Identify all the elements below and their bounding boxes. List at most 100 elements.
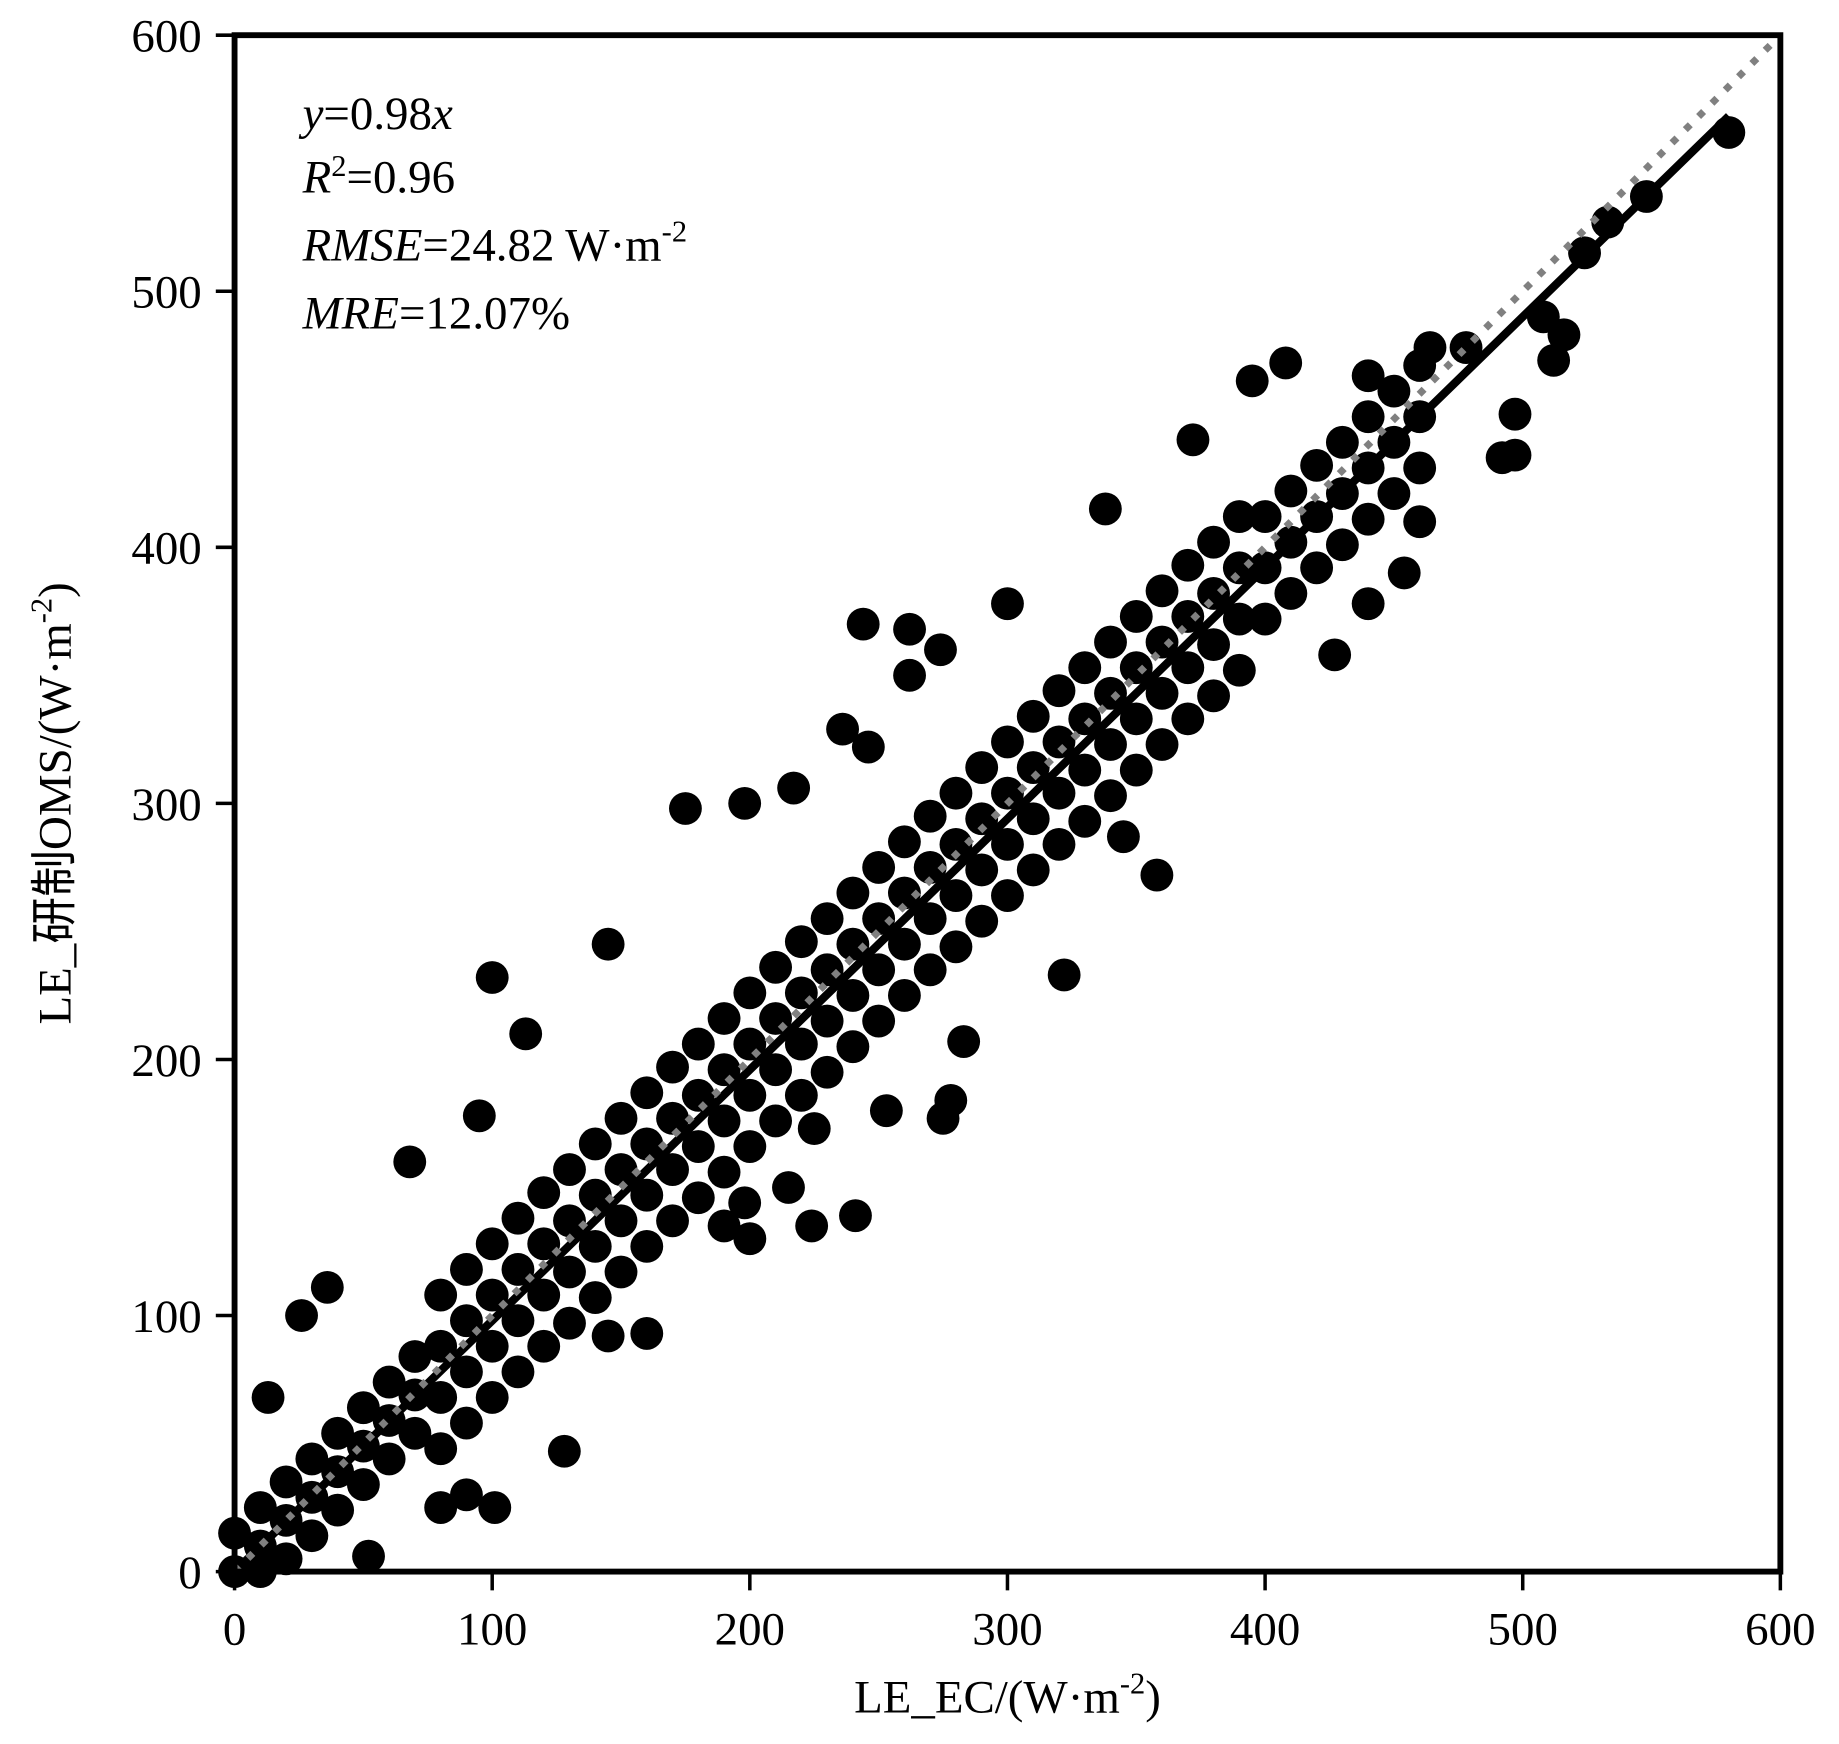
data-point (947, 1025, 981, 1058)
data-point (797, 1112, 831, 1146)
data-point (759, 950, 793, 984)
data-point (450, 1406, 483, 1440)
data-point (424, 1491, 458, 1524)
data-point (509, 1017, 543, 1051)
data-point (728, 786, 762, 820)
data-point (1300, 551, 1334, 585)
data-point (1176, 423, 1210, 457)
data-point (1016, 751, 1050, 784)
data-point (1042, 776, 1076, 810)
data-point (939, 827, 973, 861)
data-point (991, 879, 1024, 912)
data-point (656, 1050, 689, 1084)
x-tick-label: 100 (457, 1603, 527, 1655)
data-point (1248, 500, 1282, 534)
data-point (991, 587, 1024, 621)
data-point (243, 1491, 277, 1524)
data-point (1145, 676, 1179, 710)
data-point (1042, 674, 1076, 708)
data-point (1325, 425, 1359, 459)
data-point (656, 1153, 689, 1186)
data-point (965, 904, 999, 938)
data-point (1248, 602, 1282, 636)
data-point (630, 1178, 664, 1212)
data-point (475, 1381, 509, 1414)
x-tick-label: 0 (223, 1603, 246, 1655)
data-point (733, 976, 767, 1010)
one-to-one-reference-line (232, 32, 1783, 1575)
data-point (450, 1355, 483, 1389)
data-point (913, 850, 947, 884)
data-point (810, 1004, 844, 1038)
data-point (862, 953, 896, 987)
data-point (991, 725, 1024, 759)
data-point (475, 1329, 509, 1363)
data-point (1119, 651, 1153, 685)
data-point (733, 1130, 767, 1163)
regression-line (231, 113, 1732, 1575)
data-point (991, 776, 1024, 810)
y-axis-label: LE_研制OMS/(W·m-2) (25, 582, 82, 1024)
x-axis-label: LE_EC/(W·m-2) (854, 1667, 1161, 1724)
data-point (478, 1491, 512, 1524)
data-point (893, 658, 926, 692)
data-point (269, 1465, 303, 1499)
data-point (578, 1127, 612, 1161)
data-point (887, 927, 921, 961)
data-point (913, 799, 947, 833)
data-point (1088, 492, 1122, 526)
data-point (836, 876, 870, 910)
data-point (1119, 702, 1153, 736)
data-point (681, 1181, 715, 1215)
data-point (251, 1381, 285, 1414)
data-point (553, 1204, 586, 1238)
data-point (1068, 651, 1102, 685)
data-point (656, 1101, 689, 1135)
data-point (295, 1519, 329, 1553)
data-point (991, 827, 1024, 861)
data-point (1377, 477, 1411, 510)
data-point (310, 1270, 344, 1304)
data-point (1222, 551, 1256, 585)
data-point (784, 1027, 818, 1061)
data-point (527, 1278, 561, 1312)
x-tick-label: 500 (1488, 1603, 1558, 1655)
data-point (1171, 702, 1205, 736)
data-point (965, 853, 999, 887)
data-point (887, 876, 921, 910)
data-point (1351, 400, 1385, 434)
y-tick-label: 100 (131, 1291, 201, 1343)
data-point (1140, 858, 1174, 892)
data-point (1537, 343, 1571, 377)
data-point (1235, 364, 1269, 398)
data-point (1197, 576, 1230, 610)
data-point (1351, 587, 1385, 621)
data-point (681, 1078, 715, 1112)
data-point (681, 1130, 715, 1163)
data-point (501, 1355, 535, 1389)
data-point (939, 930, 973, 964)
data-point (965, 802, 999, 836)
data-point (1300, 448, 1334, 482)
data-point (1377, 374, 1411, 408)
data-point (398, 1340, 432, 1373)
x-tick-label: 300 (972, 1603, 1042, 1655)
data-point (393, 1145, 427, 1179)
data-point (501, 1201, 535, 1235)
data-point (604, 1101, 638, 1135)
data-point (630, 1229, 664, 1263)
data-point (591, 1319, 625, 1353)
data-point (772, 1171, 805, 1204)
data-point (893, 612, 926, 646)
data-point (836, 927, 870, 961)
data-point (475, 1227, 509, 1261)
data-point (1485, 441, 1519, 475)
data-point (887, 979, 921, 1012)
data-point (1016, 699, 1050, 733)
data-point (1222, 653, 1256, 687)
data-point (669, 792, 702, 825)
data-point (733, 1222, 767, 1256)
x-tick-label: 400 (1230, 1603, 1300, 1655)
data-point (1094, 625, 1127, 659)
data-point (851, 730, 885, 764)
